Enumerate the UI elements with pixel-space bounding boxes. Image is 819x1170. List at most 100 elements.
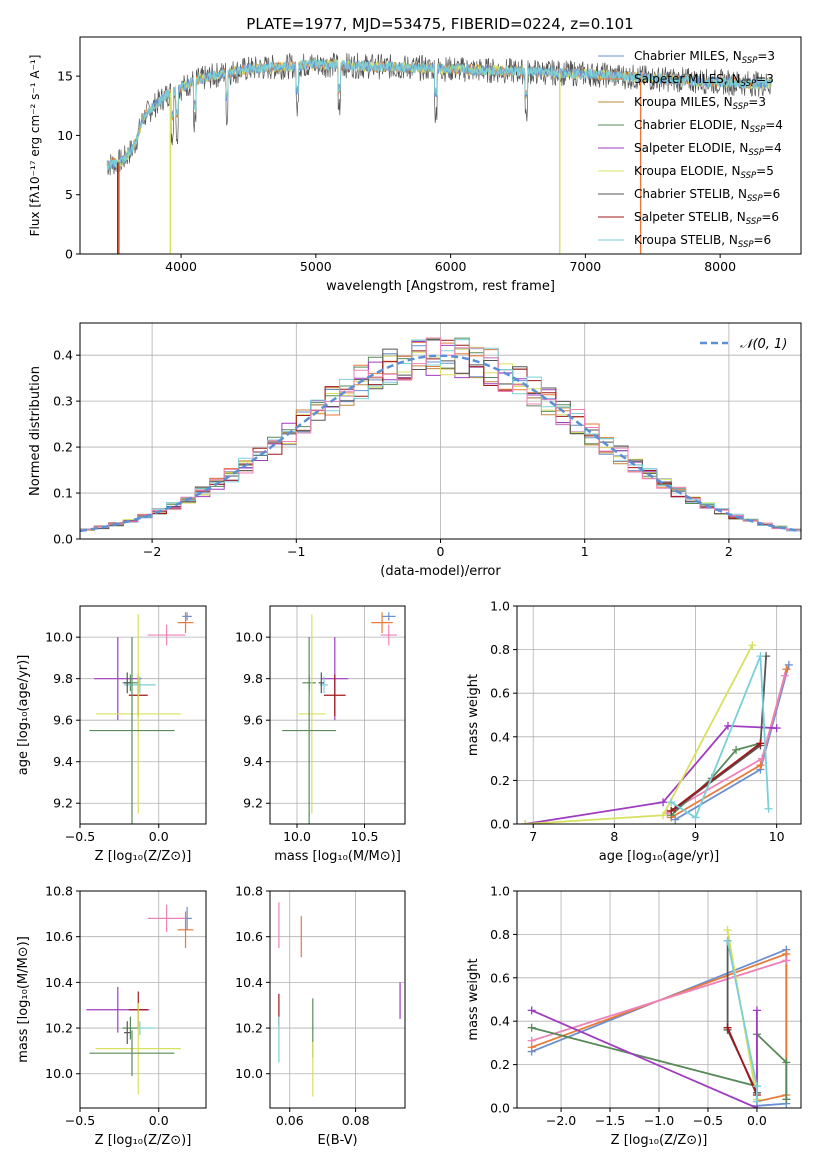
x-tick-label: 10.5 [351,829,379,844]
plot-area-weight-vs-Z [527,926,791,1108]
x-tick-label: 8 [610,829,618,844]
x-axis-label: mass [log₁₀(M/M⊙)] [274,849,401,864]
figure-title: PLATE=1977, MJD=53475, FIBERID=0224, z=0… [246,15,633,33]
series-line [531,1009,758,1108]
y-axis-label: mass [log₁₀(M/M⊙)] [16,936,31,1063]
y-tick-label: 10 [57,128,73,143]
legend-label: Salpeter ELODIE, NSSP=4 [634,141,782,158]
series-marker [772,724,781,733]
plot-area-mass-vs-Z [86,904,194,1095]
panel-mass-vs-ebv: 0.06 0.08 10.0 10.2 10.4 10.6 10.8 E(B-V) [235,884,406,1148]
series-line [670,742,761,812]
series-marker [732,745,741,754]
legend: Chabrier MILES, NSSP=3 Salpeter MILES, NS… [598,49,783,250]
x-axis-label: (data-model)/error [380,564,501,579]
series-marker [784,660,793,669]
x-axis-label: E(B-V) [317,1133,357,1148]
x-tick-label: 8000 [704,259,736,274]
axes-frame [269,605,406,825]
y-tick-label: 1.0 [490,599,510,614]
data-point [89,1030,175,1077]
x-tick-label: 0.0 [747,1113,767,1128]
series-marker [756,761,765,770]
plot-area-residuals [80,337,801,534]
series-marker [782,665,791,674]
y-tick-label: 10.6 [235,929,263,944]
y-tick-label: 0.0 [490,1101,510,1116]
data-point [124,672,131,694]
x-tick-label: −2.0 [546,1113,576,1128]
x-tick-label: −2 [143,544,161,559]
data-point [94,637,142,721]
x-tick-label: 7 [529,829,537,844]
x-axis-label: Z [log₁₀(Z/Z⊙)] [95,849,192,864]
data-point [124,676,156,694]
y-tick-label: 10.2 [45,1021,73,1036]
x-tick-label: 0.08 [342,1113,370,1128]
legend-label: 𝒩(0, 1) [740,337,787,352]
series-marker [671,815,680,824]
y-tick-label: 10.4 [235,975,263,990]
plot-area-age-vs-mass [282,612,397,824]
legend-label: Chabrier ELODIE, NSSP=4 [634,118,783,135]
series-marker [752,1082,761,1091]
panel-age-vs-Z: −0.5 0.0 9.2 9.4 9.6 9.8 10.0 Z [log₁₀(Z/Z⊙)] ag… [16,605,207,864]
y-tick-label: 9.2 [243,796,263,811]
plot-area-weight-vs-age [521,641,793,824]
y-tick-label: 9.4 [53,754,73,769]
y-tick-label: 0.0 [53,532,73,547]
series-marker [758,754,767,763]
series-marker [527,1023,536,1032]
series-marker [667,806,676,815]
data-point [147,904,186,933]
y-tick-label: 0.4 [490,729,510,744]
series-line [106,58,772,171]
x-axis-label: Z [log₁₀(Z/Z⊙)] [611,1133,708,1148]
normal-curve [80,354,801,533]
y-axis-label: mass weight [466,958,481,1040]
y-tick-label: 10.2 [235,1021,263,1036]
y-tick-label: 0.0 [490,817,510,832]
series-marker [752,1006,761,1015]
y-tick-label: 9.6 [53,713,73,728]
series-line [531,959,787,1042]
axes-frame [79,605,207,825]
x-axis-label: Z [log₁₀(Z/Z⊙)] [95,1133,192,1148]
x-tick-label: −0.5 [693,1113,723,1128]
y-tick-label: 9.6 [243,713,263,728]
y-tick-label: 5 [65,187,73,202]
plot-area-age-vs-Z [89,612,194,824]
legend-label: Kroupa MILES, NSSP=3 [634,95,766,112]
series-marker [667,798,676,807]
y-tick-label: 10.4 [45,975,73,990]
series-marker [782,1095,791,1104]
legend-label: Chabrier STELIB, NSSP=6 [634,187,780,204]
x-tick-label: 2 [725,544,733,559]
axes-frame [79,36,802,255]
y-tick-label: 10.6 [45,929,73,944]
y-tick-label: 1.0 [490,884,510,899]
series-marker [691,813,700,822]
legend-label: Salpeter STELIB, NSSP=6 [634,210,779,227]
panel-weight-vs-age: 7 8 9 10 0.0 0.2 0.4 0.6 0.8 1.0 age [log₁₀(age/yr… [466,599,802,864]
data-point [124,1021,131,1045]
x-tick-label: −1 [287,544,305,559]
y-tick-label: 0.4 [490,1014,510,1029]
data-point [298,614,326,814]
axes-frame [79,890,207,1109]
y-tick-label: 9.8 [53,671,73,686]
y-axis-label: mass weight [466,674,481,756]
x-tick-label: 10 [769,829,785,844]
y-tick-label: 9.4 [243,754,263,769]
y-tick-label: 10.0 [235,1066,263,1081]
y-axis-label: Normed distribution [28,366,43,496]
data-point [382,612,396,621]
x-tick-label: 9 [692,829,700,844]
y-tick-label: 0.2 [53,440,73,455]
series-marker [756,739,765,748]
data-point [95,614,181,814]
series-line [524,724,777,824]
y-tick-label: 0.2 [490,1057,510,1072]
data-point [177,911,194,949]
